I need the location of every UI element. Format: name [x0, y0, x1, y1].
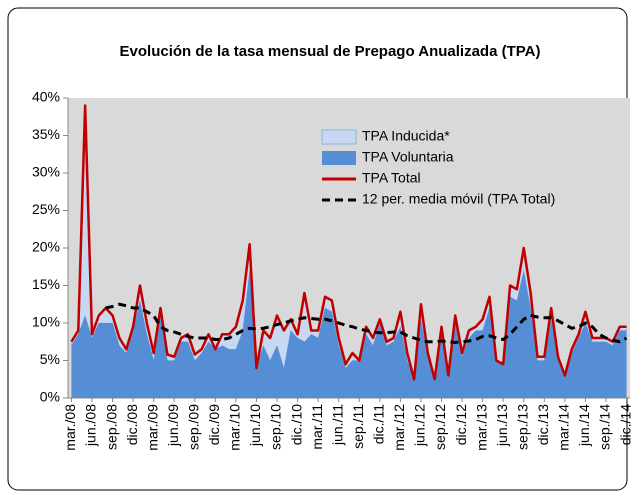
x-tick-label: jun./13: [494, 404, 510, 447]
x-tick-label: dic./13: [535, 404, 551, 445]
x-tick-label: mar./09: [144, 404, 160, 451]
x-tick-label: mar./11: [309, 404, 325, 450]
x-tick-label: dic./09: [206, 404, 222, 445]
y-tick-label: 40%: [32, 89, 60, 105]
chart-title: Evolución de la tasa mensual de Prepago …: [120, 43, 541, 60]
x-tick-label: mar./10: [227, 404, 243, 451]
x-tick-label: mar./12: [391, 404, 407, 451]
y-tick-label: 15%: [32, 276, 60, 292]
x-tick-label: sep./10: [268, 404, 284, 450]
x-tick-label: sep./12: [432, 404, 448, 450]
area: [71, 270, 627, 398]
line: [70, 104, 627, 381]
y-tick-label: 20%: [32, 239, 60, 255]
x-tick-label: sep./13: [514, 404, 530, 450]
x-tick-label: jun./10: [247, 404, 263, 447]
moving-average-line: [105, 302, 628, 344]
legend-label: TPA Voluntaria: [362, 149, 454, 165]
x-tick-label: mar./13: [473, 404, 489, 451]
x-tick-label: jun./12: [412, 404, 428, 447]
x-tick-label: mar./08: [62, 404, 78, 451]
x-tick-label: jun./14: [576, 404, 592, 447]
x-tick-label: dic./11: [371, 404, 387, 444]
x-tick-label: mar./14: [556, 404, 572, 451]
x-tick-label: dic./14: [617, 404, 633, 445]
legend-swatch: [321, 129, 357, 145]
x-tick-label: dic./10: [288, 404, 304, 445]
legend-label: TPA Inducida*: [362, 128, 450, 144]
x-tick-label: sep./08: [103, 404, 119, 450]
x-tick-label: jun./08: [83, 404, 99, 447]
legend-label: TPA Total: [362, 170, 421, 186]
y-tick-label: 5%: [40, 351, 60, 367]
y-tick-label: 30%: [32, 164, 60, 180]
y-tick-label: 25%: [32, 201, 60, 217]
x-tick-label: dic./12: [453, 404, 469, 445]
legend-label: 12 per. media móvil (TPA Total): [362, 191, 555, 207]
x-tick-label: jun./11: [329, 404, 345, 446]
legend-swatch: [322, 151, 356, 165]
y-tick-label: 0%: [40, 389, 60, 405]
x-tick-label: sep./11: [350, 404, 366, 449]
x-tick-label: sep./14: [597, 404, 613, 450]
y-tick-label: 10%: [32, 314, 60, 330]
x-tick-label: dic./08: [124, 404, 140, 445]
y-tick-label: 35%: [32, 126, 60, 142]
x-tick-label: jun./09: [165, 404, 181, 447]
x-tick-label: sep./09: [185, 404, 201, 450]
